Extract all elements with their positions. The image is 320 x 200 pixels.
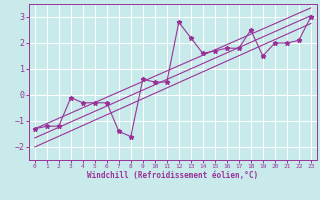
X-axis label: Windchill (Refroidissement éolien,°C): Windchill (Refroidissement éolien,°C)	[87, 171, 258, 180]
